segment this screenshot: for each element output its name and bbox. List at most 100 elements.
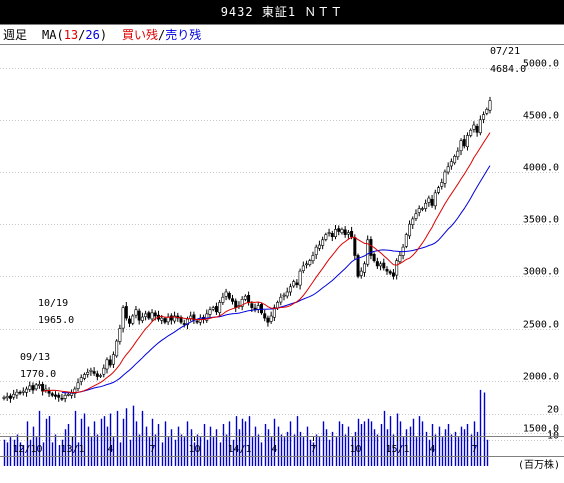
candle xyxy=(459,138,463,156)
candle xyxy=(118,324,122,345)
candle xyxy=(482,111,486,124)
candle xyxy=(301,261,305,274)
low-price-annotation: 1770.0 xyxy=(20,369,56,380)
candle xyxy=(398,251,402,265)
candle xyxy=(108,355,112,368)
candlestick-chart[interactable]: 週足 MA(13/26) 買い残/売り残 1500.02000.02500.03… xyxy=(0,24,564,483)
candle xyxy=(12,389,16,400)
candle xyxy=(124,302,128,321)
candle xyxy=(346,230,350,239)
date-tick-label: 7 xyxy=(149,444,155,455)
candle xyxy=(259,302,263,315)
candle xyxy=(8,393,12,403)
low-date-annotation: 09/13 xyxy=(20,352,50,363)
candle xyxy=(449,158,453,170)
candle xyxy=(424,199,428,212)
candle xyxy=(53,391,57,400)
candle xyxy=(221,292,225,305)
candle xyxy=(173,311,177,324)
mid-price-annotation: 1965.0 xyxy=(38,315,74,326)
date-tick-label: 10 xyxy=(349,444,361,455)
price-tick-label: 4000.0 xyxy=(523,163,559,174)
candle xyxy=(86,368,90,378)
candle xyxy=(50,391,54,398)
candle xyxy=(243,294,247,302)
candle xyxy=(121,305,125,333)
candle xyxy=(408,220,412,239)
date-tick-label: 12/10 xyxy=(12,444,42,455)
date-tick-label: 13/1 xyxy=(60,444,84,455)
window-title: 9432 東証1 ＮＴＴ xyxy=(0,0,564,24)
mid-date-annotation: 10/19 xyxy=(38,298,68,309)
candle xyxy=(285,287,289,299)
candle xyxy=(391,269,395,280)
candle xyxy=(89,367,93,376)
candle xyxy=(395,258,399,280)
candle xyxy=(453,154,457,165)
candle xyxy=(208,306,212,319)
candle xyxy=(308,258,312,267)
candle xyxy=(433,189,437,210)
candle xyxy=(356,253,360,279)
candle xyxy=(79,374,83,386)
candle xyxy=(288,283,292,296)
candle xyxy=(18,390,22,396)
candle xyxy=(388,269,392,276)
price-tick-label: 4500.0 xyxy=(523,111,559,122)
candle xyxy=(140,312,144,324)
date-tick-label: 7 xyxy=(310,444,316,455)
candle xyxy=(21,387,25,396)
candle xyxy=(411,216,415,229)
candle xyxy=(427,195,431,207)
candle xyxy=(485,107,489,116)
date-tick-label: 4 xyxy=(107,444,113,455)
candle xyxy=(99,373,103,378)
candle xyxy=(437,185,441,195)
candle xyxy=(440,178,444,190)
candle xyxy=(105,357,109,374)
candle xyxy=(327,228,331,237)
ma-separator: / xyxy=(78,28,85,42)
volume-tick-label: 20 xyxy=(547,405,559,416)
candle xyxy=(218,299,222,318)
candle xyxy=(292,279,296,288)
candle xyxy=(430,194,434,208)
candle xyxy=(266,315,270,327)
candle xyxy=(82,372,86,381)
candle xyxy=(465,132,469,151)
candle xyxy=(31,382,35,394)
candle xyxy=(95,370,99,381)
candle xyxy=(15,389,19,399)
margin-legend: 買い残/売り残 xyxy=(122,27,201,42)
candle xyxy=(462,135,466,149)
candle xyxy=(5,392,9,401)
date-axis: 12/10 13/1 4 7 10 14/1 4 7 10 15/1 4 7 xyxy=(12,436,478,455)
candle xyxy=(295,279,299,288)
candle xyxy=(240,296,244,311)
candle xyxy=(179,315,183,325)
date-tick-label: 10 xyxy=(188,444,200,455)
candle xyxy=(211,305,215,312)
candle xyxy=(366,235,370,267)
candle xyxy=(92,367,96,376)
candle xyxy=(343,226,347,238)
candle xyxy=(227,291,231,301)
candle xyxy=(340,227,344,235)
candle xyxy=(224,288,228,301)
ma-short-value: 13 xyxy=(64,28,78,42)
ma-legend: MA(13/26) xyxy=(42,28,107,42)
peak-date-annotation: 07/21 xyxy=(490,46,520,57)
candle xyxy=(163,316,167,325)
candle xyxy=(417,205,421,217)
price-tick-label: 1500.0 xyxy=(523,424,559,435)
candle xyxy=(404,232,408,249)
price-tick-label: 3000.0 xyxy=(523,267,559,278)
candle xyxy=(314,244,318,260)
candle xyxy=(131,314,135,326)
candle xyxy=(469,128,473,138)
sell-balance-label: 売り残 xyxy=(165,27,201,42)
period-label: 週足 xyxy=(3,28,27,42)
volume-unit-label: (百万株) xyxy=(518,458,560,471)
candle xyxy=(34,382,38,391)
date-tick-label: 7 xyxy=(471,444,477,455)
